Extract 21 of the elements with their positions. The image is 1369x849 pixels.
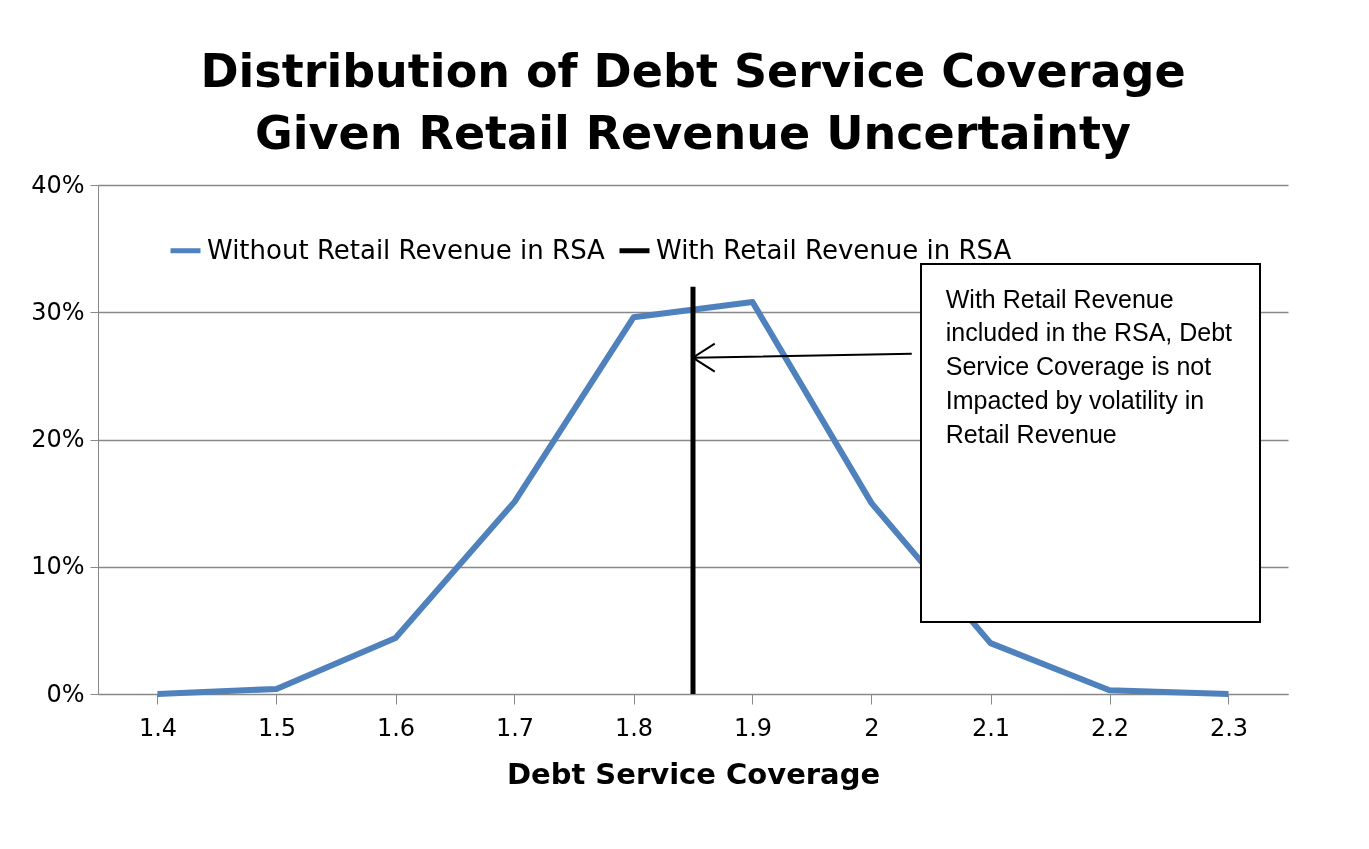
y-tick-label: 40% xyxy=(31,170,85,199)
x-tick-label: 2.2 xyxy=(1090,713,1130,742)
x-axis-title: Debt Service Coverage xyxy=(506,756,881,791)
x-tick-label: 1.7 xyxy=(495,713,535,742)
callout-box: With Retail Revenue included in the RSA, Debt Service Coverage is not Impacted by volatility in Retail Revenue xyxy=(919,262,1261,623)
y-tick-label: 10% xyxy=(31,552,85,581)
x-tick-label: 1.6 xyxy=(376,713,416,742)
x-tick-label: 1.9 xyxy=(733,713,773,742)
y-tick-label: 20% xyxy=(31,425,85,453)
legend-label: Without Retail Revenue in RSA xyxy=(207,234,606,265)
text: Given Retail Revenue Uncertainty xyxy=(255,106,1131,160)
legend-label: With Retail Revenue in RSA xyxy=(656,234,1012,265)
text: Distribution of Debt Service Coverage xyxy=(200,44,1186,98)
y-tick-label: 30% xyxy=(31,297,85,326)
x-tick-label: 1.4 xyxy=(138,713,178,742)
x-tick-label: 1.8 xyxy=(614,713,654,742)
x-tick-label: 1.5 xyxy=(257,713,297,742)
y-tick-label: 0% xyxy=(46,679,85,708)
x-tick-label: 2 xyxy=(864,713,880,742)
x-tick-label: 2.1 xyxy=(971,713,1011,742)
x-tick-label: 2.3 xyxy=(1209,713,1249,742)
